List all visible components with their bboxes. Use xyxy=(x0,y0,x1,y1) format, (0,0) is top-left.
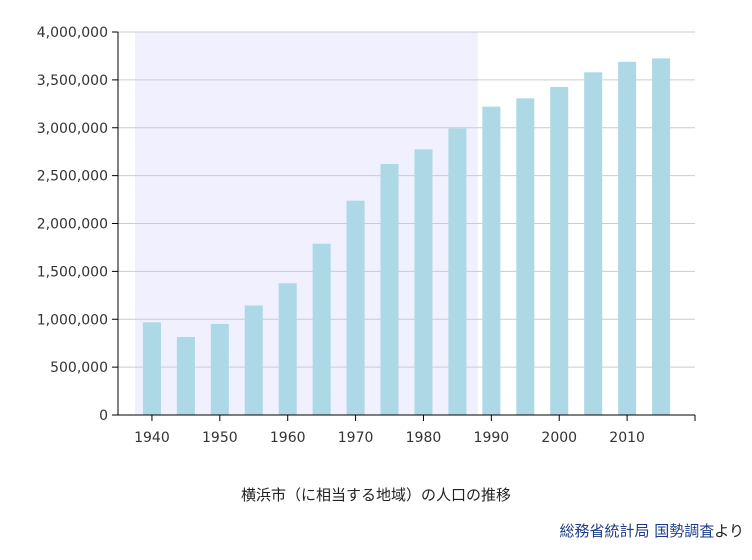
source-link-census[interactable]: 国勢調査 xyxy=(654,522,715,540)
x-tick-label: 2010 xyxy=(609,430,645,446)
y-tick-label: 2,500,000 xyxy=(37,169,108,185)
x-tick-label: 1940 xyxy=(134,430,170,446)
y-tick-label: 4,000,000 xyxy=(37,25,108,41)
bar-1960 xyxy=(278,283,297,415)
y-tick-label: 1,000,000 xyxy=(37,312,108,328)
source-suffix: より xyxy=(714,522,744,540)
x-tick-label: 1980 xyxy=(406,430,442,446)
x-tick-label: 1970 xyxy=(338,430,374,446)
bar-1945 xyxy=(176,337,195,415)
bar-2005 xyxy=(584,72,603,416)
chart-title: 横浜市（に相当する地域）の人口の推移 xyxy=(240,486,511,504)
y-tick-label: 2,000,000 xyxy=(37,217,108,233)
y-tick-label: 0 xyxy=(99,408,108,424)
bar-1995 xyxy=(516,98,535,415)
y-tick-label: 1,500,000 xyxy=(37,264,108,280)
x-tick-label: 1950 xyxy=(202,430,238,446)
x-tick-label: 1960 xyxy=(270,430,306,446)
bar-1950 xyxy=(210,323,229,415)
bar-1980 xyxy=(414,149,433,415)
bar-2000 xyxy=(550,86,569,416)
y-tick-label: 3,500,000 xyxy=(37,73,108,89)
bar-1940 xyxy=(142,322,161,415)
bar-1985 xyxy=(448,128,467,415)
y-tick-label: 500,000 xyxy=(50,360,108,376)
bar-2010 xyxy=(618,61,637,415)
bar-1970 xyxy=(346,200,365,415)
source-note: 総務省統計局 国勢調査より xyxy=(559,520,744,541)
bar-chart: 0 500,000 1,000,000 1,500,000 2,000,000 2,500… xyxy=(37,25,696,446)
y-tick-label: 3,000,000 xyxy=(37,121,108,137)
x-tick-label: 1990 xyxy=(474,430,510,446)
bar-2015 xyxy=(652,58,671,415)
bar-1955 xyxy=(244,305,263,415)
x-tick-label: 2000 xyxy=(541,430,577,446)
bar-1965 xyxy=(312,243,331,415)
bar-1990 xyxy=(482,106,501,415)
source-link-statistics-bureau[interactable]: 総務省統計局 xyxy=(559,522,650,540)
bar-1975 xyxy=(380,163,399,415)
